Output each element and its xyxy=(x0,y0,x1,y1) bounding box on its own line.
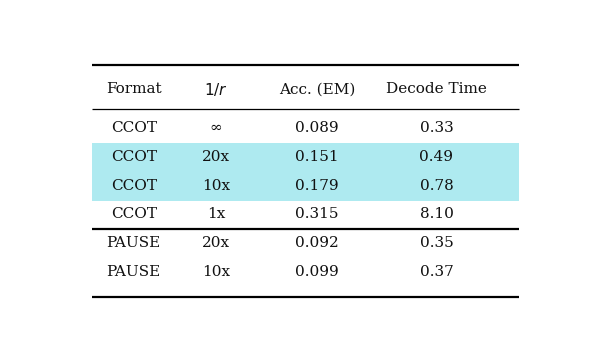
Text: 0.092: 0.092 xyxy=(295,236,339,250)
Text: 8.10: 8.10 xyxy=(420,207,453,221)
Text: 0.33: 0.33 xyxy=(420,121,453,135)
Text: 0.35: 0.35 xyxy=(420,236,453,250)
Text: 0.179: 0.179 xyxy=(295,179,339,193)
Text: Acc. (EM): Acc. (EM) xyxy=(279,82,355,97)
Text: Format: Format xyxy=(106,82,162,97)
Text: 0.315: 0.315 xyxy=(295,207,339,221)
FancyBboxPatch shape xyxy=(92,143,519,172)
Text: 0.151: 0.151 xyxy=(295,150,339,164)
Text: 0.089: 0.089 xyxy=(295,121,339,135)
Text: CCOT: CCOT xyxy=(111,121,157,135)
Text: 10x: 10x xyxy=(202,265,230,279)
Text: 20x: 20x xyxy=(202,236,230,250)
Text: 1x: 1x xyxy=(207,207,226,221)
FancyBboxPatch shape xyxy=(92,172,519,201)
Text: 0.099: 0.099 xyxy=(295,265,339,279)
Text: CCOT: CCOT xyxy=(111,150,157,164)
Text: ∞: ∞ xyxy=(210,121,223,135)
Text: $1/r$: $1/r$ xyxy=(204,81,228,98)
Text: 10x: 10x xyxy=(202,179,230,193)
Text: PAUSE: PAUSE xyxy=(107,265,161,279)
Text: Decode Time: Decode Time xyxy=(386,82,487,97)
Text: 20x: 20x xyxy=(202,150,230,164)
Text: CCOT: CCOT xyxy=(111,207,157,221)
Text: 0.49: 0.49 xyxy=(420,150,453,164)
Text: CCOT: CCOT xyxy=(111,179,157,193)
Text: 0.78: 0.78 xyxy=(420,179,453,193)
Text: PAUSE: PAUSE xyxy=(107,236,161,250)
Text: 0.37: 0.37 xyxy=(420,265,453,279)
